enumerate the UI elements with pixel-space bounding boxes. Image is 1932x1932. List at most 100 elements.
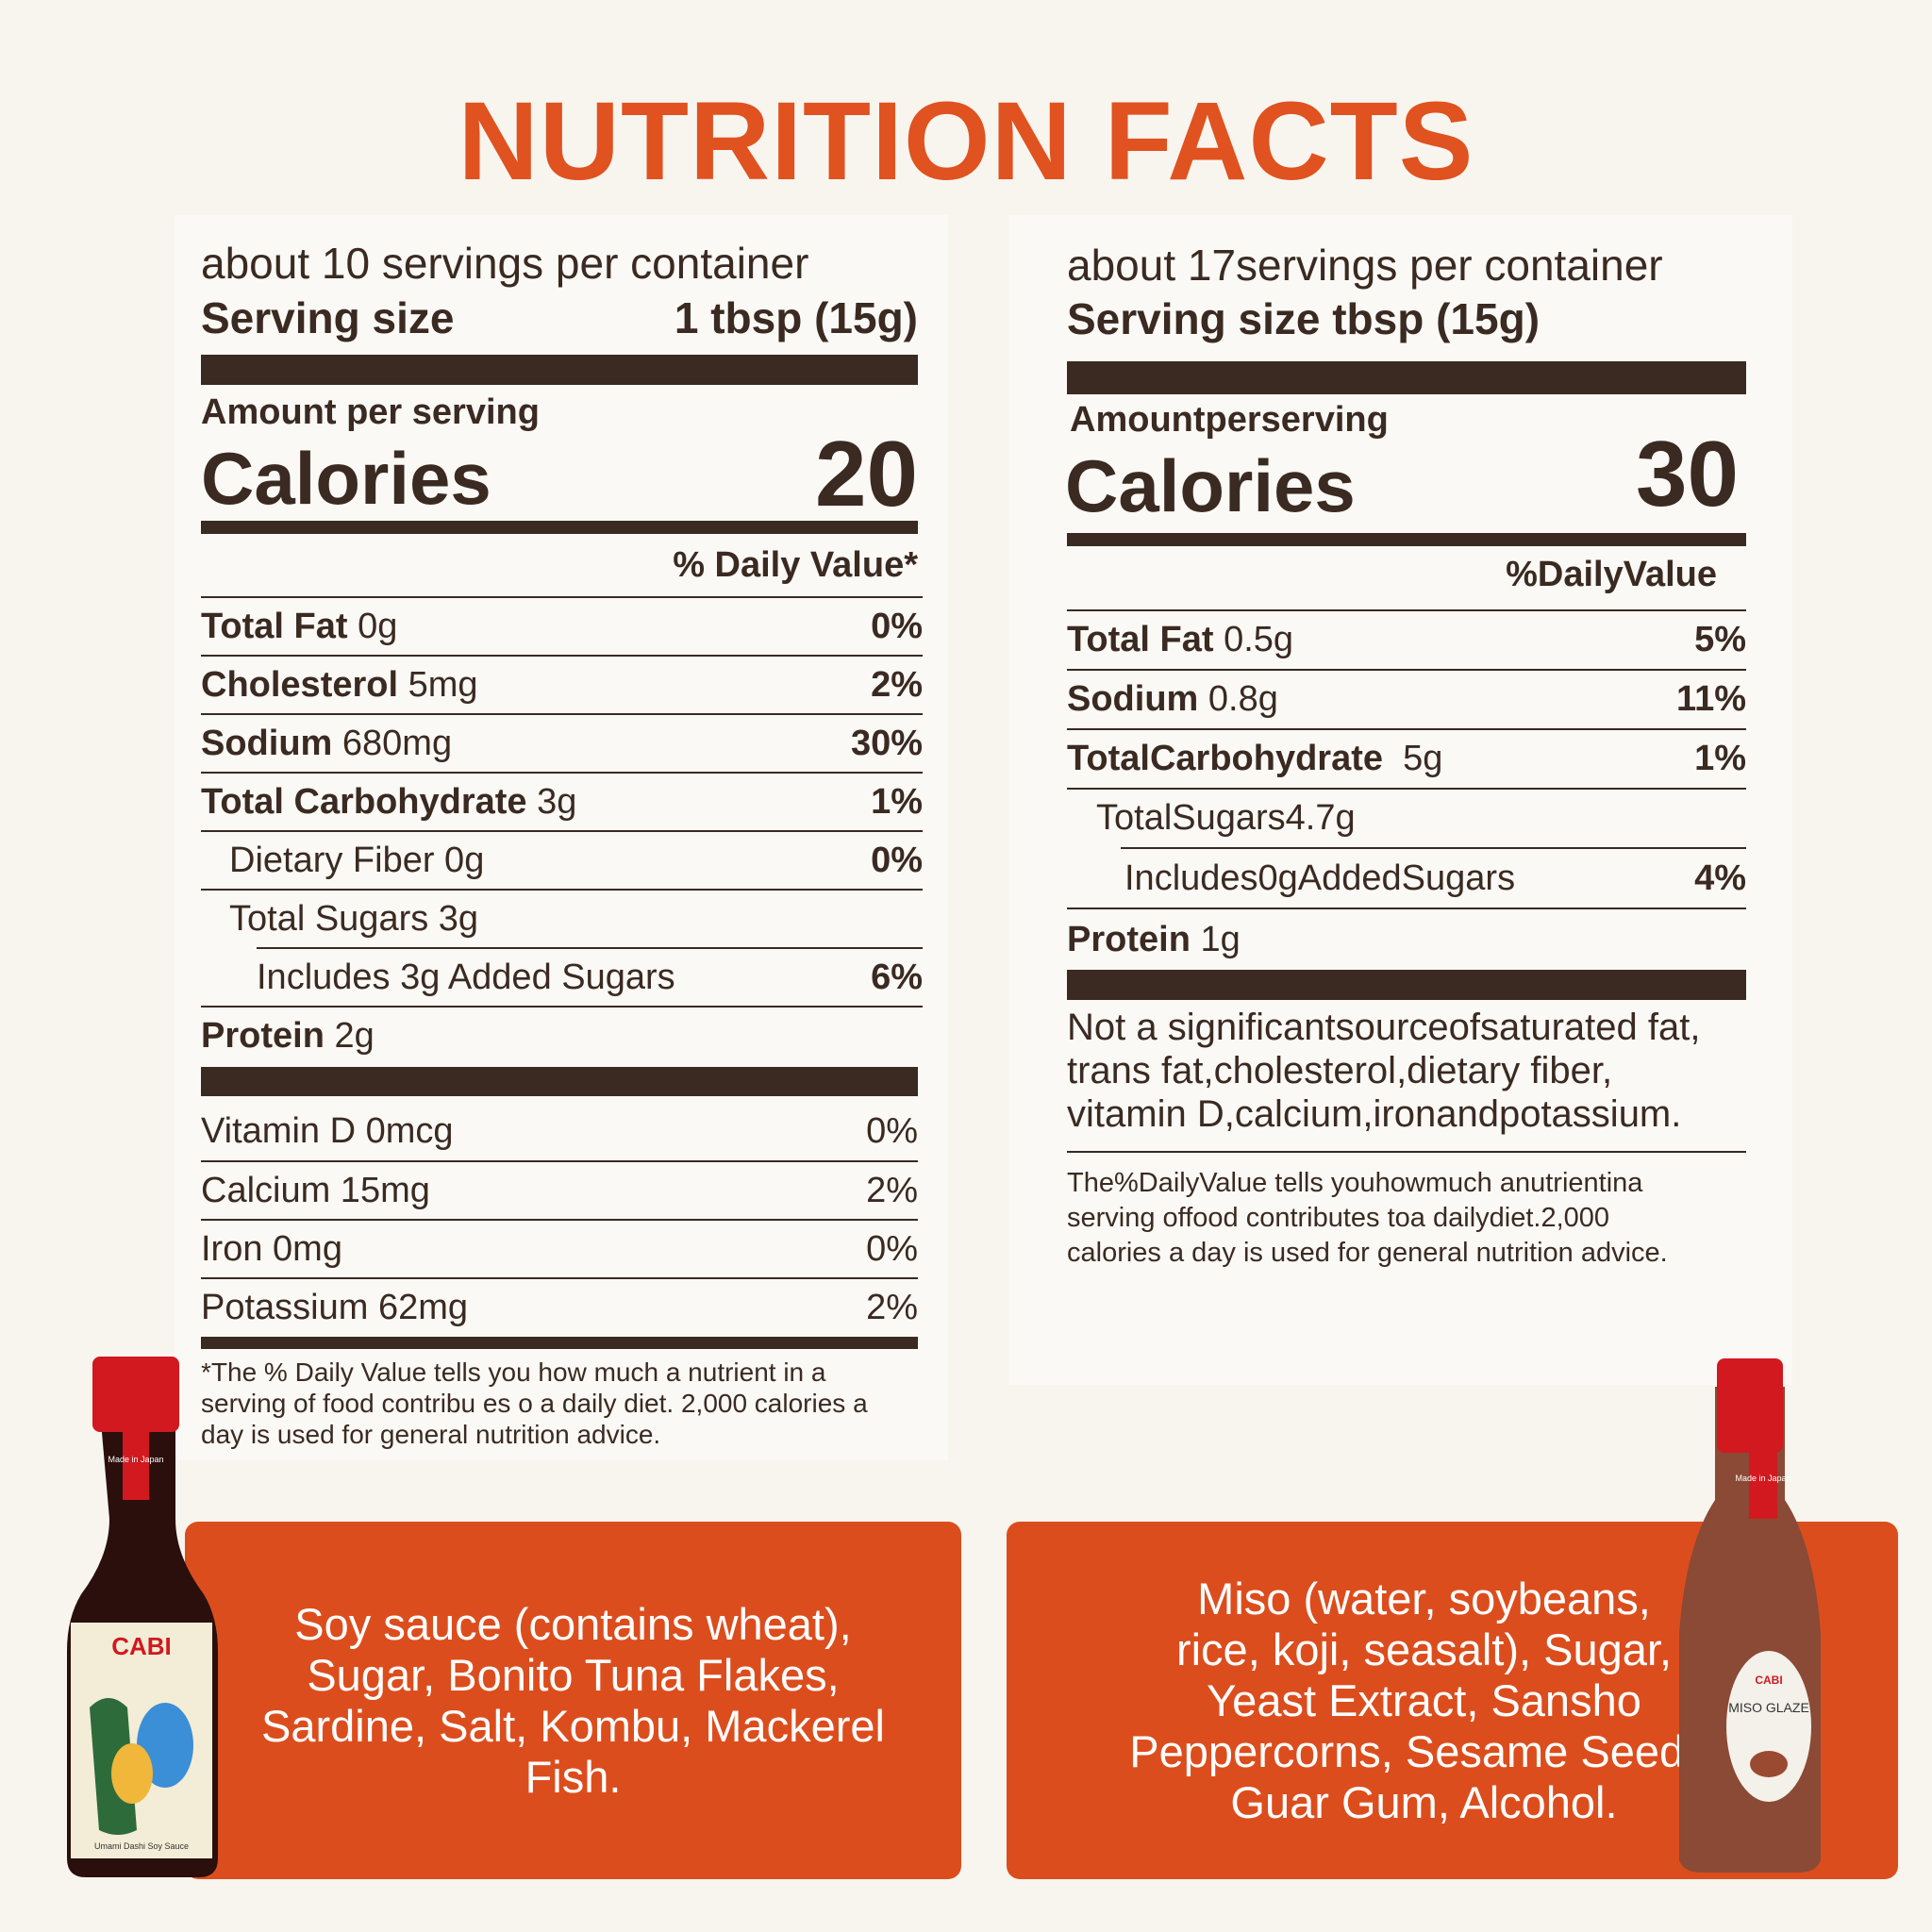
cap [1717, 1358, 1783, 1453]
nutrient-row: Protein 1g [1067, 908, 1746, 970]
ingredient-line: Soy sauce (contains wheat), [294, 1598, 852, 1649]
serving-size-label: Serving size [201, 293, 455, 342]
footnote-line: calories a day is used for general nutri… [1067, 1238, 1668, 1268]
nutrient-row: TotalCarbohydrate 5g 1% [1067, 728, 1746, 788]
ingredient-line: Peppercorns, Sesame Seeds, [1129, 1725, 1719, 1776]
badge-ribbon [123, 1424, 149, 1500]
calories-value: 30 [1635, 422, 1739, 525]
nutrient-dv: 6% [871, 957, 923, 997]
nutrient-row: Total Carbohydrate 3g 1% [201, 772, 923, 830]
nutrient-amount: 2g [334, 1015, 375, 1056]
nutrient-name: TotalCarbohydrate [1067, 739, 1384, 778]
nutrient-dv: 5% [1694, 620, 1746, 659]
amount-per-serving: Amount per serving [201, 392, 540, 432]
footnote: The%DailyValue tells youhowmuch anutrien… [1067, 1166, 1668, 1271]
nutrient-amount: 0.5g [1224, 620, 1294, 659]
nutrient-name: TotalSugars4.7g [1096, 798, 1356, 838]
vitamin-dv: 2% [866, 1170, 918, 1210]
ingredients-left: Soy sauce (contains wheat), Sugar, Bonit… [185, 1522, 961, 1879]
bottle-right: Made in Japan CABI MISO GLAZE [1679, 1358, 1821, 1873]
vitamin-name: Iron 0mg [201, 1228, 342, 1269]
product-name: MISO GLAZE [1728, 1700, 1809, 1715]
nutrient-amount: 0g [358, 606, 398, 646]
serving-size: Serving size tbsp (15g) [1067, 294, 1541, 343]
vitamin-row: Vitamin D 0mcg 0% [201, 1102, 918, 1160]
brand: CABI [111, 1632, 172, 1660]
nutrient-name: Total Fat [201, 606, 348, 646]
footnote-line: The%DailyValue tells youhowmuch anutrien… [1067, 1168, 1643, 1198]
title: NUTRITION FACTS [458, 79, 1474, 204]
vitamin-name: Calcium 15mg [201, 1170, 430, 1210]
bottle-left: Made in Japan CABI Umami Dashi Soy Sauce [67, 1357, 218, 1877]
nutrient-name: Sodium [201, 723, 333, 763]
note-line: trans fat,cholesterol,dietary fiber, [1067, 1050, 1613, 1091]
note: Not a significantsourceofsaturated fat, … [1067, 1006, 1700, 1136]
ingredient-line: Guar Gum, Alcohol. [1230, 1776, 1618, 1827]
daily-value-header: %DailyValue [1506, 555, 1717, 594]
nutrient-row: Total Fat 0.5g 5% [1067, 609, 1746, 669]
nutrient-row: Total Fat 0g 0% [201, 596, 923, 655]
nutrient-name: Total Sugars 3g [229, 898, 479, 939]
label [1726, 1651, 1811, 1802]
art-bean [111, 1743, 153, 1804]
nutrient-amount: 680mg [341, 723, 453, 763]
nutrient-row: Includes 3g Added Sugars 6% [257, 947, 923, 1006]
servings: about 10 servings per container [201, 239, 809, 288]
ingredient-line: Sardine, Salt, Kombu, Mackerel [261, 1700, 885, 1751]
product-name: Umami Dashi Soy Sauce [94, 1841, 189, 1851]
nutrient-amount: 0.8g [1208, 679, 1278, 719]
thick-bar [201, 355, 918, 385]
vitamin-dv: 0% [866, 1228, 918, 1269]
nutrient-row: Dietary Fiber 0g 0% [201, 830, 923, 889]
divider [1067, 1151, 1746, 1153]
note-line: vitamin D,calcium,ironandpotassium. [1067, 1093, 1682, 1135]
note-line: Not a significantsourceofsaturated fat, [1067, 1007, 1701, 1048]
nutrient-row: Total Sugars 3g [201, 889, 923, 947]
vitamin-row: Iron 0mg 0% [201, 1219, 918, 1277]
nutrient-dv: 11% [1676, 679, 1746, 719]
ingredient-line: rice, koji, seasalt), Sugar, [1175, 1624, 1673, 1674]
serving-size-value: 1 tbsp (15g) [674, 293, 918, 342]
card-right [1009, 215, 1792, 1385]
nutrient-name: Includes0gAddedSugars [1124, 858, 1516, 898]
nutrient-row: Sodium 680mg 30% [201, 713, 923, 772]
cap [92, 1357, 179, 1432]
thick-bar [1067, 970, 1746, 1000]
vitamin-row: Potassium 62mg 2% [201, 1277, 918, 1336]
badge: Made in Japan [108, 1455, 163, 1464]
nutrient-name: Protein [1067, 919, 1191, 959]
footnote: *The % Daily Value tells you how much a … [201, 1357, 868, 1450]
thick-bar [1067, 361, 1746, 394]
vitamin-name: Potassium 62mg [201, 1287, 469, 1327]
calories-label: Calories [1065, 444, 1356, 527]
footnote-line: *The % Daily Value tells you how much a … [201, 1357, 826, 1387]
footnote-line: serving offood contributes toa dailydiet… [1067, 1203, 1610, 1233]
footnote-line: day is used for general nutrition advice… [201, 1420, 661, 1449]
nutrient-row: Cholesterol 5mg 2% [201, 655, 923, 713]
nutrient-name: Includes 3g Added Sugars [257, 957, 675, 997]
calories-label: Calories [201, 437, 491, 520]
art-bean [1750, 1751, 1788, 1777]
daily-value-header: % Daily Value* [673, 545, 918, 585]
brand: CABI [1755, 1674, 1782, 1687]
badge: Made in Japan [1735, 1474, 1790, 1483]
nutrient-name: Cholesterol [201, 664, 399, 705]
nutrient-row: Sodium 0.8g 11% [1067, 669, 1746, 728]
vitamin-dv: 0% [866, 1110, 918, 1151]
nutrient-amount: 5g [1403, 739, 1443, 778]
nutrient-name: Dietary Fiber 0g [229, 840, 485, 880]
nutrient-dv: 1% [871, 781, 923, 822]
nutrient-dv: 0% [871, 606, 923, 646]
nutrient-amount: 1g [1200, 919, 1241, 959]
vitamin-name: Vitamin D 0mcg [201, 1110, 454, 1151]
nutrient-row: Protein 2g [201, 1006, 923, 1064]
nutrient-dv: 1% [1694, 739, 1746, 778]
bar [201, 521, 918, 534]
badge-ribbon [1749, 1443, 1777, 1519]
card-left [175, 215, 948, 1460]
nutrient-amount: 3g [537, 781, 577, 822]
ingredient-line: Yeast Extract, Sansho [1207, 1674, 1641, 1725]
nutrient-dv: 4% [1694, 858, 1746, 898]
nutrient-row: Includes0gAddedSugars 4% [1121, 847, 1746, 908]
